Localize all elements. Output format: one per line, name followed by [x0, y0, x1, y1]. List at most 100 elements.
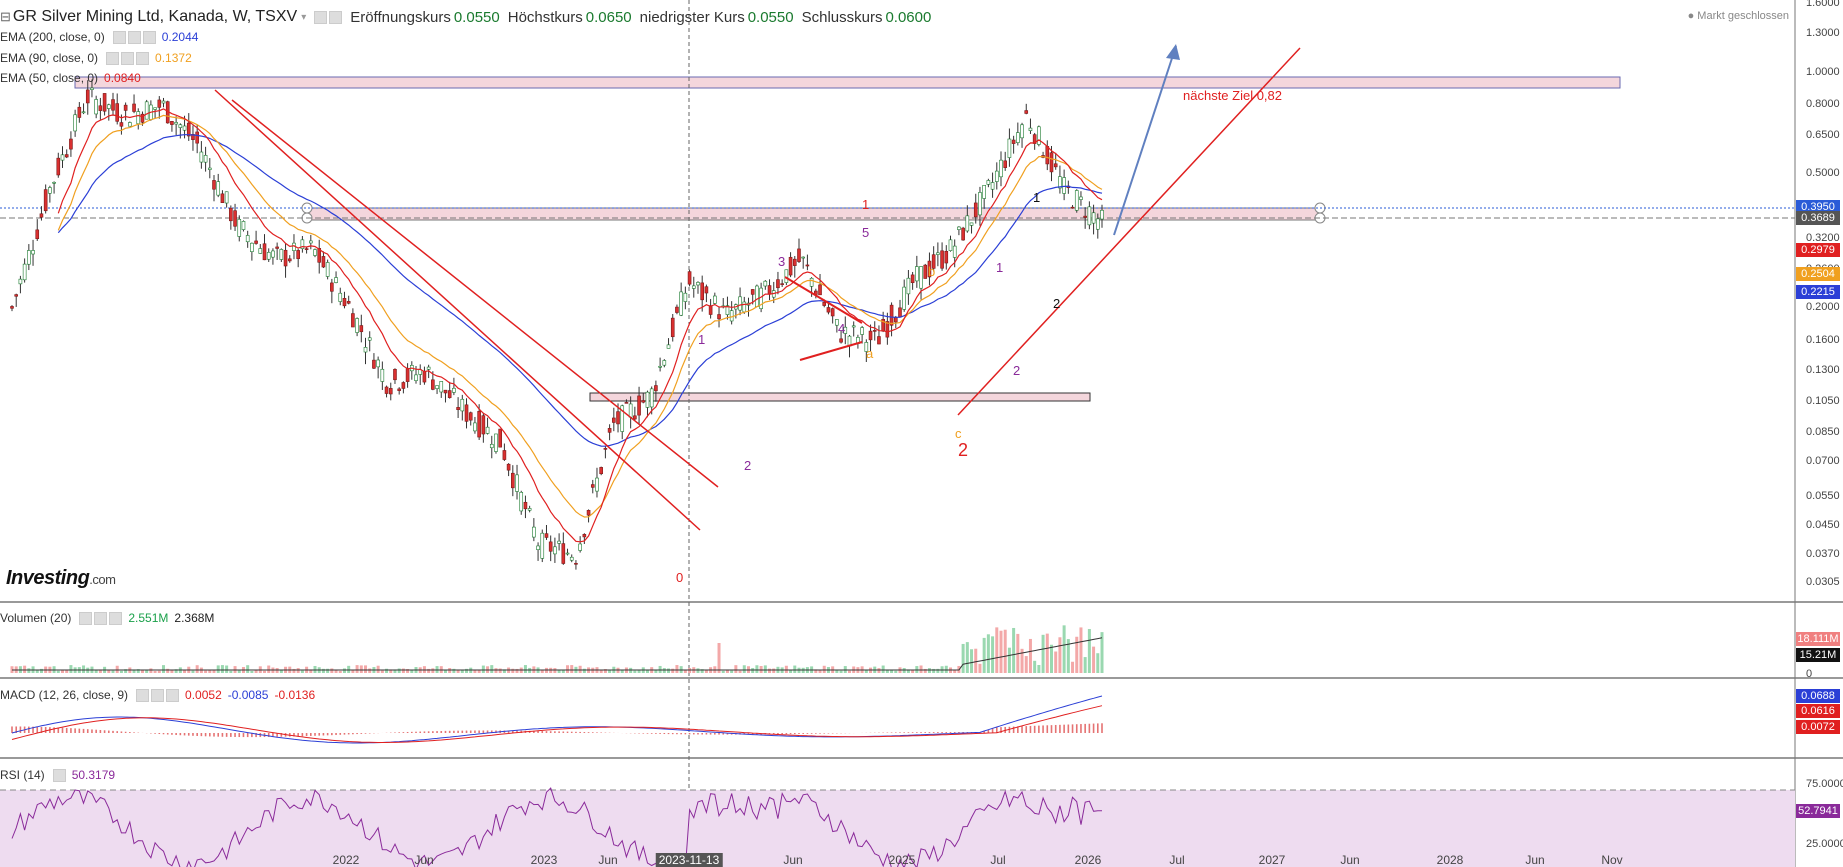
- macd-line: [11, 695, 1103, 744]
- candle-body: [691, 285, 696, 289]
- macd-hist-bar: [11, 726, 13, 733]
- candle-body: [708, 305, 713, 315]
- ema50-label: EMA (50, close, 0): [0, 71, 99, 85]
- candle-body: [1100, 209, 1104, 220]
- candle-body: [342, 298, 347, 307]
- candle-body: [738, 296, 742, 311]
- candle-body: [936, 252, 940, 255]
- candle-body: [755, 285, 759, 308]
- wedge-lower[interactable]: [799, 341, 863, 361]
- header-buttons[interactable]: [314, 10, 343, 24]
- uptrend-line[interactable]: [957, 47, 1301, 416]
- macd-hist-bar: [225, 733, 228, 737]
- candle-body: [839, 338, 843, 343]
- volume-bar: [115, 665, 119, 673]
- volume-bar: [944, 665, 948, 673]
- candle-body: [818, 284, 822, 296]
- macd-hist-bar: [432, 731, 434, 733]
- macd-hist-bar: [785, 733, 788, 735]
- candle-body: [60, 154, 65, 161]
- wave-label: 1: [996, 260, 1004, 275]
- candle-body: [136, 111, 141, 124]
- candle-body: [1083, 215, 1087, 218]
- candle-body: [498, 428, 502, 448]
- macd-hist-bar: [171, 733, 173, 735]
- volume-legend[interactable]: Volumen (20) 2.551M 2.368M: [0, 611, 214, 625]
- volume-bar: [1020, 648, 1024, 673]
- macd-hist-bar: [798, 733, 800, 734]
- volume-bar: [452, 668, 456, 673]
- volume-bar: [406, 669, 410, 673]
- macd-legend[interactable]: MACD (12, 26, close, 9) 0.0052 -0.0085 -…: [0, 688, 315, 702]
- ema50-legend[interactable]: EMA (50, close, 0) 0.0840: [0, 71, 141, 85]
- candle-body: [271, 250, 275, 258]
- rsi-legend[interactable]: RSI (14) 50.3179: [0, 768, 115, 782]
- candle-body: [439, 381, 444, 393]
- macd-hist-bar: [95, 729, 97, 733]
- macd-hist-bar: [360, 733, 363, 734]
- macd-hist-bar: [1071, 724, 1074, 733]
- macd-hist-bar: [1021, 726, 1023, 733]
- candle-body: [144, 101, 149, 120]
- candle-body: [367, 337, 372, 341]
- ema200-legend[interactable]: EMA (200, close, 0) 0.2044: [0, 30, 198, 44]
- macd-hist-bar: [596, 732, 598, 733]
- volume-bar: [183, 670, 187, 673]
- downtrend-line-1[interactable]: [214, 89, 701, 531]
- candle-body: [750, 289, 755, 295]
- resistance-zone-top[interactable]: [74, 76, 1621, 89]
- volume-bar: [1087, 629, 1091, 673]
- candle-body: [885, 321, 890, 338]
- volume-bar: [675, 665, 679, 673]
- low-label: niedrigster Kurs: [639, 8, 745, 26]
- volume-bar: [1092, 646, 1096, 673]
- macd-hist-bar: [293, 733, 295, 737]
- macd-hist-bar: [1067, 724, 1070, 733]
- candle-body: [388, 388, 393, 395]
- candle-body: [233, 210, 237, 227]
- macd-value-3: -0.0136: [274, 688, 316, 702]
- volume-bar: [839, 670, 843, 673]
- candle-body: [447, 390, 452, 398]
- macd-hist-bar: [415, 731, 417, 733]
- candle-body: [431, 379, 435, 390]
- volume-bar: [814, 669, 818, 673]
- collapse-icon[interactable]: ⊟: [0, 9, 11, 24]
- candle-body: [77, 106, 82, 118]
- ema90-legend[interactable]: EMA (90, close, 0) 0.1372: [0, 51, 192, 65]
- candle-body: [287, 258, 292, 262]
- macd-hist-bar: [65, 727, 68, 733]
- wave-label: 1: [1033, 190, 1041, 205]
- investing-logo: Investing.com: [6, 567, 116, 589]
- volume-bar: [1062, 625, 1066, 673]
- macd-hist-bar: [40, 726, 43, 733]
- macd-hist-bar: [154, 733, 156, 734]
- support-zone[interactable]: [589, 392, 1091, 402]
- macd-hist-bar: [676, 733, 678, 735]
- candle-body: [763, 280, 768, 287]
- candle-body: [1016, 132, 1020, 143]
- wedge-upper[interactable]: [784, 276, 863, 324]
- volume-bar: [39, 668, 43, 673]
- volume-bar: [355, 665, 359, 673]
- candle-body: [157, 99, 162, 108]
- macd-label: MACD (12, 26, close, 9): [0, 688, 129, 702]
- volume-bar: [208, 670, 212, 673]
- candle-body: [376, 359, 380, 368]
- rsi-axis-75: 75.0000: [1806, 778, 1843, 790]
- macd-hist-bar: [554, 731, 556, 733]
- candle-body: [776, 279, 780, 289]
- macd-hist-bar: [326, 733, 329, 736]
- wave-label: 4: [838, 321, 846, 336]
- downtrend-line-2[interactable]: [231, 99, 719, 488]
- volume-bar: [338, 670, 342, 673]
- volume-bar: [225, 665, 229, 673]
- volume-bar: [784, 665, 788, 673]
- macd-hist-bar: [448, 730, 451, 733]
- volume-bar: [877, 668, 881, 673]
- volume-bar: [166, 668, 170, 673]
- candle-body: [283, 249, 288, 267]
- chevron-down-icon[interactable]: ▾: [301, 11, 307, 23]
- candle-body: [85, 89, 90, 104]
- volume-bar: [351, 670, 355, 673]
